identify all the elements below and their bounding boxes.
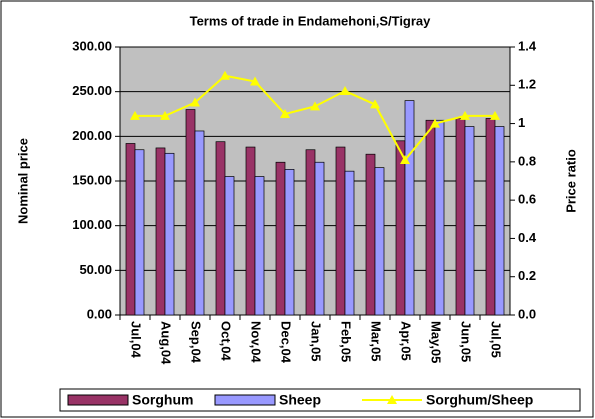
- bar: [314, 161, 325, 316]
- legend-label: Sorghum/Sheep: [426, 392, 533, 408]
- bar: [494, 126, 505, 316]
- y-tick-label: 200.00: [72, 128, 112, 143]
- bar: [125, 143, 136, 316]
- chart-title: Terms of trade in Endamehoni,S/Tigray: [190, 13, 432, 28]
- x-tick-label: Feb,05: [339, 321, 354, 362]
- bar: [164, 152, 175, 316]
- bar: [224, 176, 235, 316]
- legend-marker: [387, 395, 397, 404]
- line-marker: [430, 118, 440, 128]
- line-marker: [460, 110, 470, 120]
- x-tick-label: Jan,05: [309, 321, 324, 361]
- bar: [365, 153, 376, 316]
- x-tick-label: Oct,04: [219, 321, 234, 362]
- x-tick-label: Apr,05: [399, 321, 414, 361]
- line-marker: [280, 109, 290, 118]
- bar: [404, 100, 415, 316]
- bar: [194, 130, 205, 316]
- line-marker: [220, 70, 230, 80]
- bar: [155, 147, 166, 316]
- x-tick-label: Sep,04: [189, 321, 204, 364]
- bar: [344, 170, 355, 316]
- bar: [275, 161, 286, 316]
- y2-tick-label: 0.8: [518, 153, 536, 168]
- bar: [425, 119, 436, 316]
- x-tick-label: Nov,04: [249, 321, 264, 363]
- y2-tick-label: 1.2: [518, 77, 536, 92]
- y-tick-label: 50.00: [79, 262, 112, 277]
- bar: [254, 176, 265, 316]
- bar: [245, 146, 256, 316]
- legend: [59, 388, 581, 412]
- legend-swatch: [214, 394, 276, 406]
- y2-tick-label: 0.4: [518, 230, 537, 245]
- line-marker: [370, 99, 380, 109]
- x-tick-label: Aug,04: [159, 321, 174, 365]
- bar: [215, 141, 226, 316]
- bar: [335, 146, 346, 316]
- line-marker: [160, 110, 170, 120]
- line-marker: [130, 110, 140, 120]
- y-tick-label: 100.00: [72, 217, 112, 232]
- bar: [434, 119, 445, 316]
- y-tick-label: 250.00: [72, 83, 112, 98]
- bar: [374, 167, 385, 316]
- y2-tick-label: 1.4: [518, 38, 537, 53]
- bar: [485, 118, 496, 316]
- bar: [134, 149, 145, 316]
- y2-tick-label: 0.2: [518, 268, 536, 283]
- x-tick-label: May,05: [429, 321, 444, 363]
- y2-tick-label: 1: [518, 115, 525, 130]
- legend-swatch: [67, 394, 129, 406]
- legend-label: Sorghum: [132, 392, 193, 408]
- line-marker: [190, 97, 200, 107]
- x-tick-label: Mar,05: [369, 321, 384, 361]
- bar: [455, 118, 466, 316]
- line-marker: [400, 154, 410, 164]
- y-tick-label: 300.00: [72, 38, 112, 53]
- x-tick-label: Jun,05: [459, 321, 474, 362]
- bar: [185, 109, 196, 316]
- legend-label: Sheep: [279, 392, 321, 408]
- bar: [395, 140, 406, 316]
- x-tick-label: Dec,04: [279, 321, 294, 364]
- bar: [464, 126, 475, 316]
- y-tick-label: 0.00: [87, 306, 112, 321]
- line-marker: [490, 110, 500, 120]
- line-marker: [310, 101, 320, 111]
- y2-tick-label: 0.0: [518, 306, 536, 321]
- bar: [305, 149, 316, 316]
- y-axis-label: Nominal price: [15, 138, 30, 224]
- x-tick-label: Jul,05: [489, 321, 504, 358]
- y2-axis-label: Price ratio: [563, 149, 578, 213]
- line-marker: [340, 86, 350, 96]
- y-tick-label: 150.00: [72, 172, 112, 187]
- x-tick-label: Jul,04: [129, 321, 144, 359]
- line-marker: [250, 76, 260, 86]
- y2-tick-label: 0.6: [518, 192, 536, 207]
- bar: [284, 169, 295, 316]
